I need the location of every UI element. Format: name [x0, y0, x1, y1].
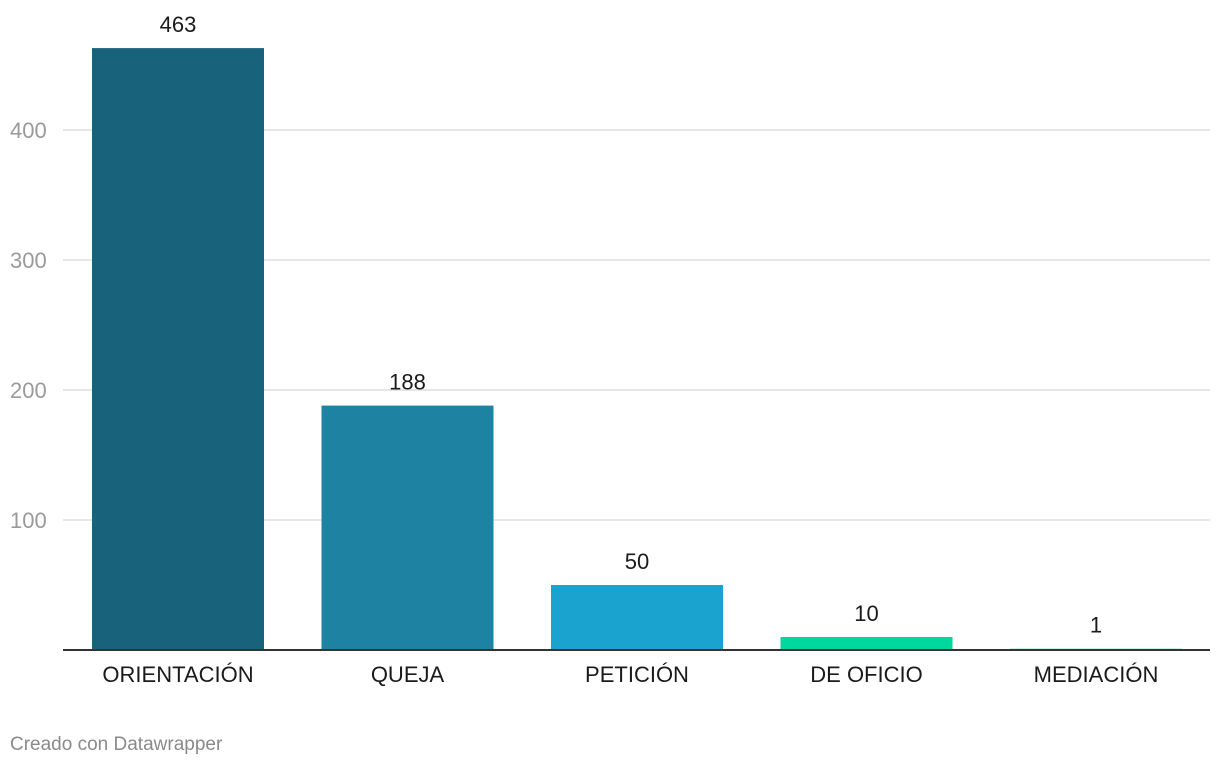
value-label: 10	[854, 601, 878, 626]
value-label: 1	[1090, 613, 1102, 638]
x-tick-label: PETICIÓN	[585, 662, 689, 687]
y-axis-ticks: 100 200 300 400	[10, 118, 47, 533]
bar-orientaci-n[interactable]	[92, 48, 264, 651]
value-label: 50	[625, 549, 649, 574]
y-tick-label: 400	[10, 118, 47, 143]
x-tick-label: QUEJA	[371, 662, 445, 687]
x-tick-label: MEDIACIÓN	[1034, 662, 1159, 687]
bar-queja[interactable]	[321, 405, 494, 650]
y-tick-label: 100	[10, 508, 47, 533]
bars	[92, 48, 1182, 651]
value-label: 188	[389, 370, 426, 395]
x-tick-label: ORIENTACIÓN	[102, 662, 253, 687]
y-tick-label: 200	[10, 378, 47, 403]
y-tick-label: 300	[10, 248, 47, 273]
bar-petici-n[interactable]	[551, 585, 723, 650]
footer-credit[interactable]: Creado con Datawrapper	[10, 734, 223, 755]
value-label: 463	[160, 12, 197, 37]
bar-de-oficio[interactable]	[780, 637, 953, 650]
value-labels: 463 188 50 10 1	[160, 12, 1102, 638]
x-axis-categories: ORIENTACIÓN QUEJA PETICIÓN DE OFICIO MEDIACI…	[102, 662, 1158, 687]
x-tick-label: DE OFICIO	[810, 662, 922, 687]
